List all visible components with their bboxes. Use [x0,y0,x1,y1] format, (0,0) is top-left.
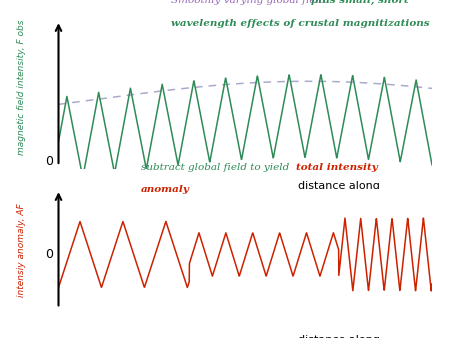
Text: intensiy anomaly, AF: intensiy anomaly, AF [17,203,26,297]
Text: wavelength effects of crustal magnitizations: wavelength effects of crustal magnitizat… [171,19,429,28]
Text: plus small, short: plus small, short [310,0,408,5]
Text: magnetic field intensity, F obs: magnetic field intensity, F obs [17,20,26,155]
Text: subtract global field to yield: subtract global field to yield [141,163,292,172]
Text: distance along
ship track: distance along ship track [298,335,379,338]
Text: total intensity: total intensity [296,163,378,172]
Text: distance along
ship track: distance along ship track [298,181,379,202]
Text: Smoothly varying global field: Smoothly varying global field [171,0,328,5]
Text: 0: 0 [45,248,53,261]
Text: 0: 0 [45,155,53,168]
Text: anomaly: anomaly [141,185,189,194]
